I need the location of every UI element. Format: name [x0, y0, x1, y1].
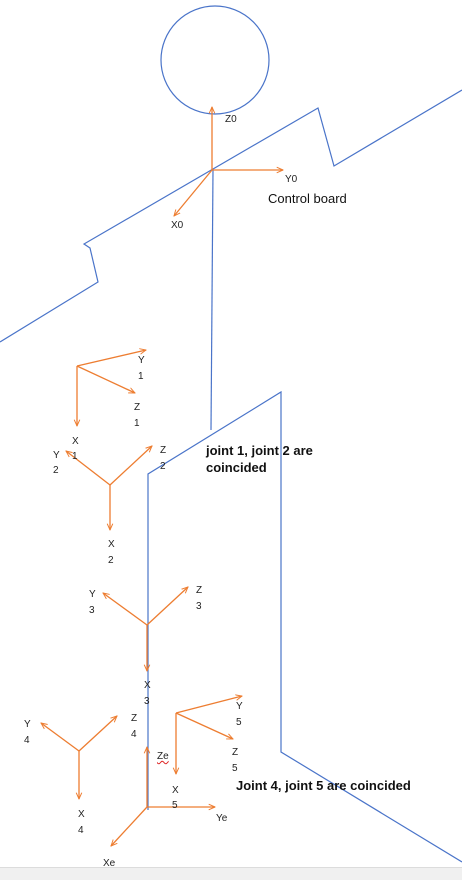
frame-1-axes: [77, 350, 146, 426]
frame-3-axes: [103, 587, 188, 671]
ye-label: Ye: [216, 813, 228, 824]
lower-box-outline: [147, 390, 462, 863]
control-board-label: Control board: [268, 191, 347, 206]
vertical-link-line: [210, 169, 214, 431]
y3-axis-letter: Y: [89, 589, 96, 600]
z2-axis-index: 2: [160, 461, 166, 472]
z1-axis-index: 1: [134, 418, 140, 429]
frame-4-axes: [41, 716, 117, 799]
x1-axis-letter: X: [72, 436, 79, 447]
joint-4-5-note: Joint 4, joint 5 are coincided: [236, 778, 411, 793]
x4-axis-index: 4: [78, 825, 84, 836]
joint-1-2-note-line2: coincided: [206, 460, 267, 475]
z5-axis-letter: Z: [232, 747, 239, 758]
x1-axis-index: 1: [72, 451, 78, 462]
x3-axis-index: 3: [144, 696, 150, 707]
x5-axis-letter: X: [172, 785, 179, 796]
x0-label: X0: [171, 220, 184, 231]
y2-axis-index: 2: [53, 465, 59, 476]
z3-axis-letter: Z: [196, 585, 203, 596]
y4-axis-index: 4: [24, 735, 30, 746]
x2-axis-index: 2: [108, 555, 114, 566]
upper-step-outline: [0, 89, 462, 343]
frame-5-axes: [176, 696, 242, 774]
z2-axis-letter: Z: [160, 445, 167, 456]
y4-axis-letter: Y: [24, 719, 31, 730]
z4-axis-letter: Z: [131, 713, 138, 724]
x4-axis-letter: X: [78, 809, 85, 820]
z4-axis-index: 4: [131, 729, 137, 740]
z5-axis-index: 5: [232, 763, 238, 774]
x5-axis-index: 5: [172, 800, 178, 811]
horizontal-scrollbar[interactable]: [0, 867, 462, 880]
frame-2-axes: [66, 446, 152, 530]
y5-axis-index: 5: [236, 717, 242, 728]
joint-1-2-note-line1: joint 1, joint 2 are: [206, 443, 313, 458]
y5-axis-letter: Y: [236, 701, 243, 712]
ze-label: Ze: [157, 751, 169, 762]
frame-0-axes: [174, 107, 283, 216]
frame-e-axes: [111, 747, 215, 846]
y3-axis-index: 3: [89, 605, 95, 616]
y2-axis-letter: Y: [53, 450, 60, 461]
y1-axis-letter: Y: [138, 355, 145, 366]
y0-label: Y0: [285, 174, 298, 185]
z0-label: Z0: [225, 114, 237, 125]
xe-label: Xe: [103, 858, 116, 869]
x3-axis-letter: X: [144, 680, 151, 691]
head-circle: [160, 5, 270, 115]
y1-axis-index: 1: [138, 371, 144, 382]
x2-axis-letter: X: [108, 539, 115, 550]
z3-axis-index: 3: [196, 601, 202, 612]
z1-axis-letter: Z: [134, 402, 141, 413]
